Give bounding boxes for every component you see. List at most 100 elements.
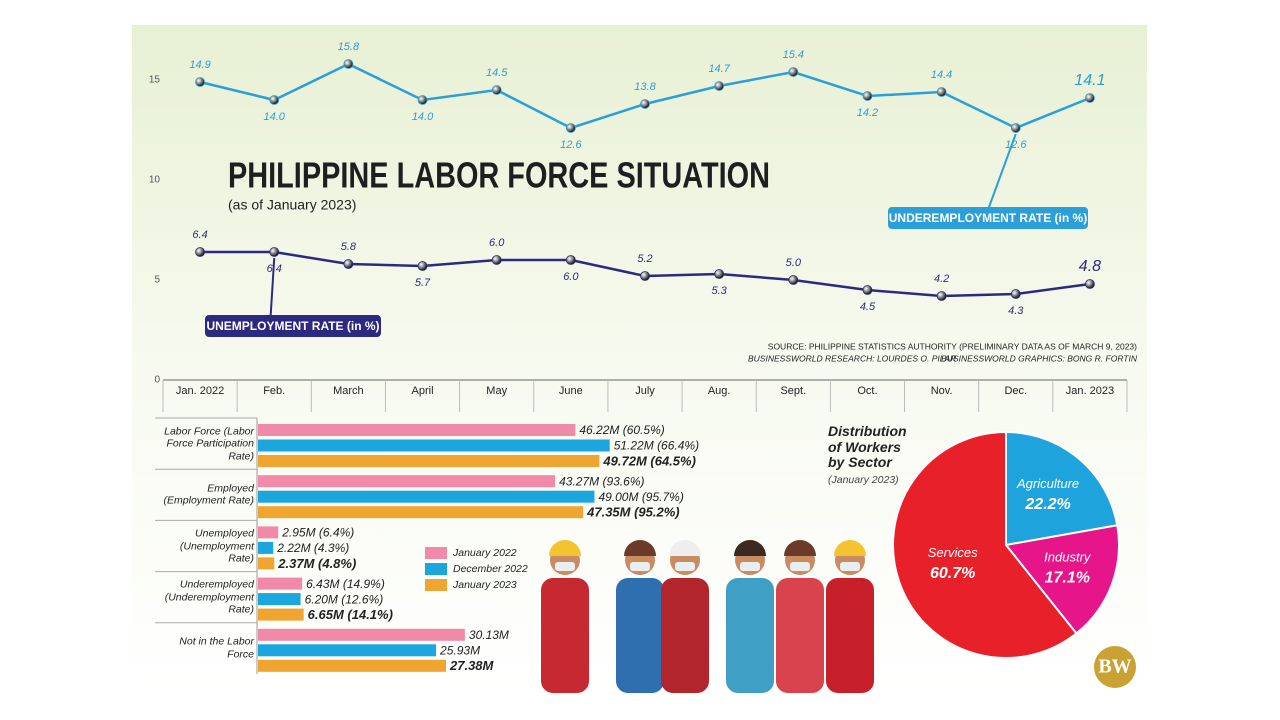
data-label: 6.0 [563,271,579,283]
chart-subtitle: (as of January 2023) [228,197,356,213]
data-point [565,123,576,133]
data-label: 4.5 [860,301,876,313]
slice-value: 17.1% [1045,569,1090,586]
x-tick-label: Sept. [780,385,807,397]
worker-figure [661,578,709,693]
bar-value-label: 30.13M [469,628,509,642]
data-point [714,81,725,91]
source-note: SOURCE: PHILIPPINE STATISTICS AUTHORITY … [768,341,1137,351]
bar [258,439,610,452]
legend-label: UNEMPLOYMENT RATE (in %) [206,319,379,333]
bar [258,577,303,590]
y-tick-label: 0 [154,375,160,386]
logo-badge [1094,646,1136,688]
bar-value-label: 2.22M (4.3%) [276,541,349,555]
data-point [343,59,354,69]
bar-value-label: 43.27M (93.6%) [559,474,644,488]
data-label: 14.0 [264,111,286,123]
worker-figure [726,578,774,693]
bar-value-label: 49.72M (64.5%) [602,453,696,468]
category-label: Not in the Labor Force [179,635,254,661]
worker-figure [790,562,810,571]
data-point [1010,123,1021,133]
bar [258,475,556,488]
data-label: 14.9 [189,59,210,71]
data-label: 14.1 [1074,72,1105,89]
x-tick-label: Oct. [857,385,878,397]
data-point [195,77,205,87]
data-label: 15.8 [338,41,360,53]
worker-figure [734,540,766,556]
bar-value-label: 2.95M (6.4%) [281,526,354,540]
category-label: Labor Force (Labor Force Participation R… [164,424,254,462]
data-label: 5.0 [786,257,802,269]
legend-swatch [425,547,447,559]
bar [258,424,576,436]
data-point [269,95,280,105]
data-label: 5.7 [415,277,431,289]
bar [258,526,279,539]
worker-figure [776,578,824,693]
bar [258,593,301,606]
data-label: 4.3 [1008,305,1024,317]
legend-label: UNDEREMPLOYMENT RATE (in %) [889,211,1087,225]
x-tick-label: Aug. [707,385,731,397]
bar [258,608,304,621]
y-tick-label: 5 [154,275,160,286]
data-point [862,285,873,295]
x-tick-label: June [558,385,583,397]
x-tick-label: May [486,385,508,397]
legend-label: January 2022 [452,547,517,559]
bar-value-label: 2.37M (4.8%) [277,556,356,571]
bar-value-label: 25.93M [439,643,480,657]
y-tick-label: 15 [149,75,161,86]
pie-slice [1004,524,1120,635]
slice-label: Services [928,545,978,560]
bar [258,644,437,657]
data-label: 14.2 [857,107,878,119]
pie-slice [1005,430,1119,547]
slice-label: Industry [1044,550,1092,565]
bar-value-label: 6.43M (14.9%) [306,577,385,591]
bar-value-label: 49.00M (95.7%) [598,490,683,504]
data-label: 5.2 [637,253,652,265]
bar [258,455,600,467]
data-point [640,99,650,109]
slice-label: Agriculture [1016,476,1079,491]
worker-figure [740,562,760,571]
legend-box [205,315,381,337]
worker-figure [669,540,701,556]
data-point [1085,93,1095,103]
data-point [936,87,947,97]
worker-figure [616,578,664,693]
chart-title: PHILIPPINE LABOR FORCE SITUATION [228,155,770,196]
data-label: 5.3 [712,285,728,297]
slice-value: 22.2% [1024,496,1070,513]
x-tick-label: April [411,385,434,397]
legend-connector [269,257,276,327]
bar [258,541,274,554]
data-label: 4.2 [934,273,949,285]
data-point [195,247,205,257]
slice-value: 60.7% [930,565,975,582]
data-point [862,91,873,101]
legend-box [888,207,1088,229]
data-label: 14.4 [931,69,952,81]
legend-swatch [425,563,447,575]
x-tick-label: July [635,385,655,397]
data-label: 15.4 [783,49,804,61]
data-point [640,271,650,281]
data-point [788,275,799,285]
category-label: Underemployed (Underemployment Rate) [164,578,254,616]
data-point [491,85,502,95]
bar-value-label: 51.22M (66.4%) [614,439,699,453]
pie-title: Distribution of Workers by Sector [828,423,907,470]
data-point [1085,279,1095,289]
logo: BW [1098,656,1131,678]
credit-note: BUSINESSWORLD GRAPHICS: BONG R. FORTIN [941,353,1138,363]
bar [258,659,447,672]
data-point [417,261,428,271]
pie-slice [892,430,1078,659]
